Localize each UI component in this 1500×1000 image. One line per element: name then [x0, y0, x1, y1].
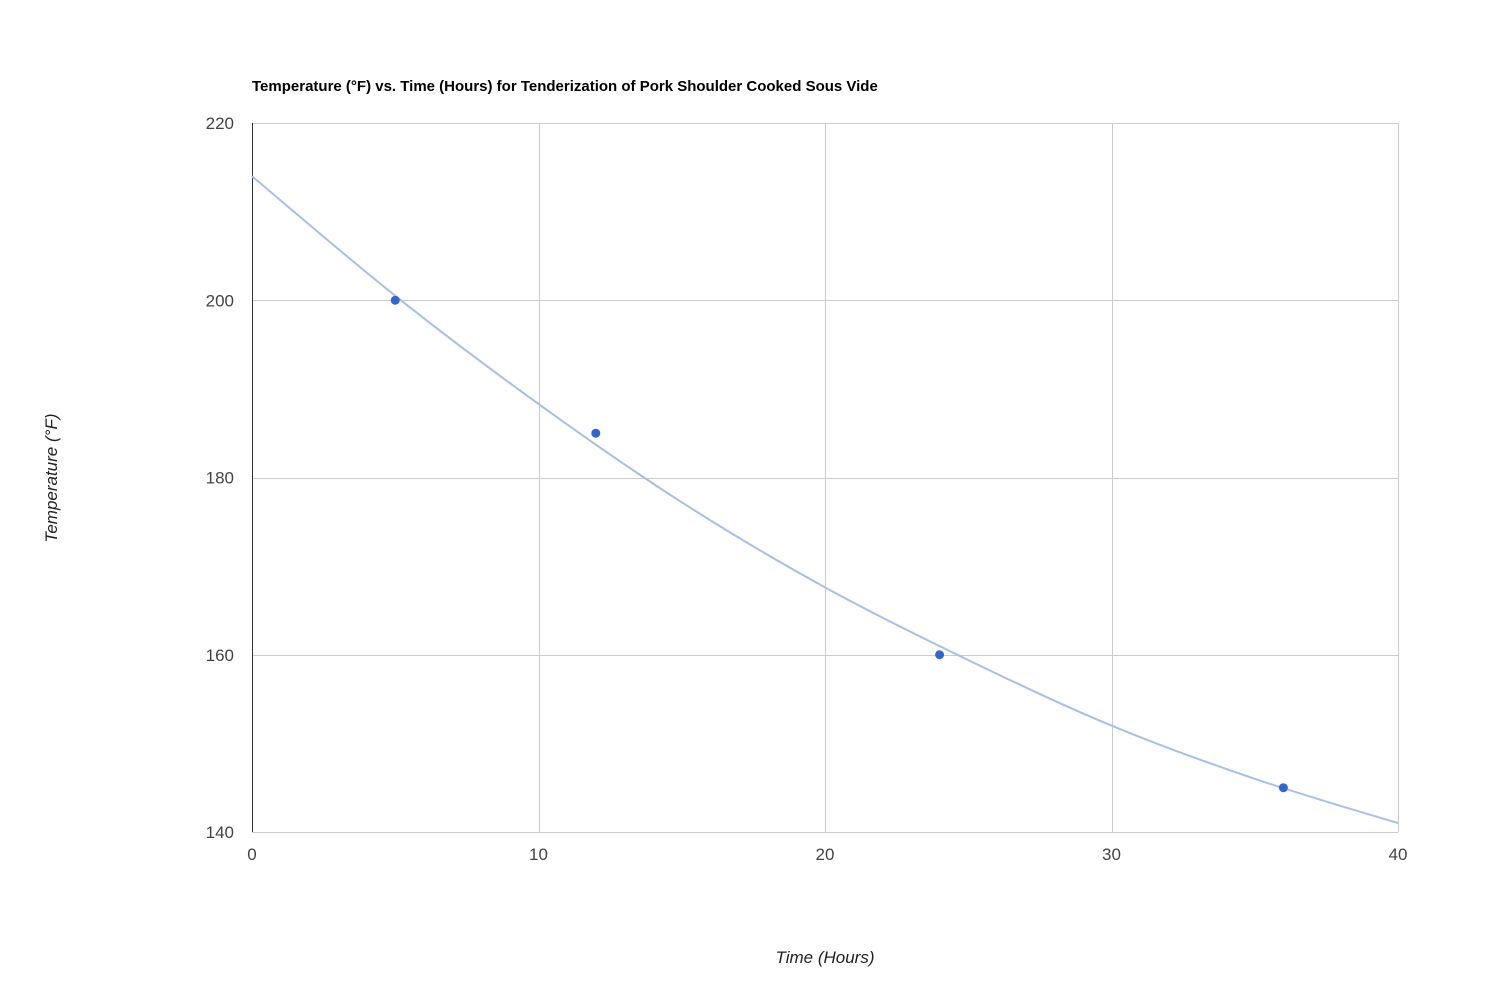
grid-layer — [252, 123, 1399, 833]
y-tick-label: 180 — [206, 469, 234, 488]
x-tick-label: 0 — [247, 845, 256, 864]
x-tick-label: 20 — [816, 845, 835, 864]
y-tick-label: 160 — [206, 646, 234, 665]
x-tick-label: 40 — [1389, 845, 1408, 864]
data-point — [390, 295, 400, 305]
y-axis-title: Temperature (°F) — [42, 414, 61, 543]
data-point — [591, 428, 601, 438]
trendline — [251, 175, 1399, 825]
chart-title: Temperature (°F) vs. Time (Hours) for Te… — [252, 78, 878, 95]
y-tick-label: 220 — [206, 114, 234, 133]
trendline-layer — [251, 175, 1399, 825]
data-point — [935, 650, 945, 660]
x-axis-title: Time (Hours) — [775, 948, 874, 967]
data-point — [1278, 783, 1288, 793]
x-tick-label: 10 — [529, 845, 548, 864]
y-tick-label: 200 — [206, 291, 234, 310]
y-tick-label: 140 — [206, 823, 234, 842]
data-points-layer — [390, 295, 1288, 793]
tick-labels-layer: 140 160 180 200 220 0 10 20 30 40 — [206, 114, 1408, 864]
x-tick-label: 30 — [1102, 845, 1121, 864]
